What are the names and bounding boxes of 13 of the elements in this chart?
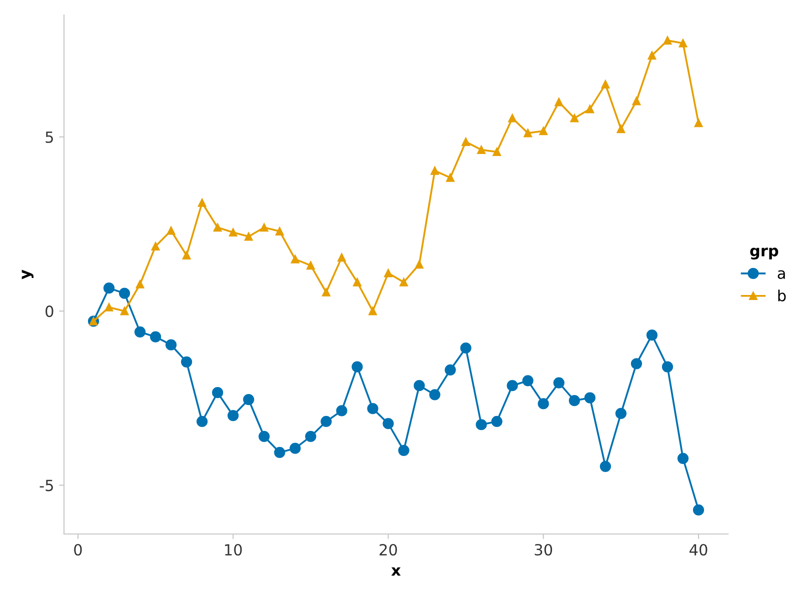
y-tick-label: 0 — [46, 306, 54, 318]
legend-title: grp — [750, 248, 778, 260]
x-tick-label: 30 — [534, 544, 552, 556]
x-tick-label: 0 — [74, 544, 82, 556]
x-axis-title: x — [391, 567, 401, 576]
y-tick-label: 5 — [46, 132, 53, 143]
x-tick-label: 10 — [225, 544, 242, 556]
y-axis-title: y — [22, 270, 34, 280]
legend-label: a — [778, 270, 785, 279]
legend-label: b — [778, 290, 786, 302]
x-tick-label: 40 — [690, 544, 708, 556]
x-tick-label: 20 — [380, 544, 397, 556]
y-tick-label: -5 — [40, 480, 53, 492]
